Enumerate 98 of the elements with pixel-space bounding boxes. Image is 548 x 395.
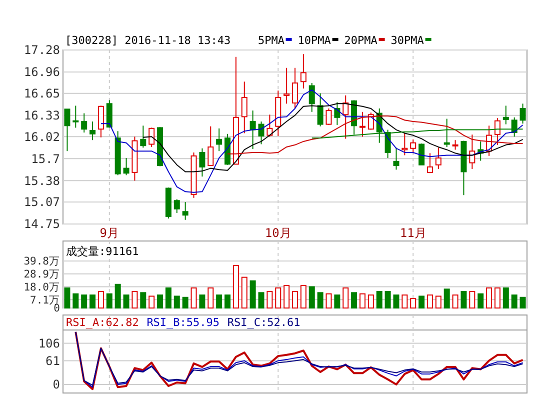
candlestick <box>72 105 79 128</box>
candlestick <box>359 111 366 138</box>
candlestick <box>216 128 222 152</box>
bar <box>199 294 206 308</box>
candlestick <box>368 112 374 130</box>
y-tick-label: 18.0万 <box>24 281 60 294</box>
candlestick <box>502 105 509 125</box>
bar <box>478 293 484 308</box>
candlestick <box>64 108 70 152</box>
bar <box>511 294 518 308</box>
y-tick-label: 16.33 <box>24 108 60 123</box>
bar <box>520 296 526 308</box>
y-tick-label: 16.65 <box>24 86 60 101</box>
y-tick-label: 14.75 <box>24 217 60 232</box>
candlestick <box>292 67 298 109</box>
bar <box>351 292 358 308</box>
y-tick-label: 61 <box>46 354 60 368</box>
bar <box>224 294 231 308</box>
bar <box>418 296 425 308</box>
bar <box>140 292 146 308</box>
bar <box>444 288 450 308</box>
candlestick <box>182 201 188 220</box>
bar <box>123 294 130 308</box>
bar <box>174 296 180 308</box>
line-series <box>142 103 524 172</box>
chart-title: [300228] 2016-11-18 13:43 <box>65 34 231 47</box>
candlestick <box>174 198 180 214</box>
y-tick-label: 16.02 <box>24 130 60 144</box>
candlestick <box>148 127 155 148</box>
candlestick <box>98 105 104 138</box>
candlestick <box>208 126 214 166</box>
bar <box>64 287 70 308</box>
candlestick <box>494 118 500 146</box>
candlestick <box>452 140 458 150</box>
bar <box>106 293 112 308</box>
legend-label: 10PMA <box>298 34 332 47</box>
bar <box>114 284 121 308</box>
y-tick-label: 15.07 <box>24 195 60 210</box>
legend-label: 5PMA <box>258 34 285 47</box>
candlestick <box>258 121 264 145</box>
legend-label: 30PMA <box>390 34 424 47</box>
bar <box>258 292 264 308</box>
candlestick <box>393 147 400 170</box>
candlestick <box>469 134 476 170</box>
text: RSI_B:55.95 <box>146 316 220 329</box>
candlestick <box>106 100 112 128</box>
bar <box>502 287 509 308</box>
bar <box>334 294 340 308</box>
bar <box>90 294 96 308</box>
text: 成交量:91161 <box>66 245 139 258</box>
y-tick-label: 15.38 <box>24 174 60 188</box>
bar <box>216 294 222 308</box>
candlestick <box>308 82 315 112</box>
candlestick <box>317 92 324 127</box>
bar <box>81 294 88 308</box>
bar <box>460 290 467 308</box>
bar <box>308 286 315 308</box>
y-tick-label: 17.28 <box>24 43 60 58</box>
x-tick-label: 10月 <box>264 226 292 240</box>
bar <box>250 280 256 308</box>
candlestick <box>199 148 206 178</box>
bar <box>182 296 188 308</box>
y-tick-label: 15.7 <box>31 152 60 166</box>
x-tick-label: 11月 <box>400 226 426 240</box>
candlestick <box>140 125 146 148</box>
y-tick-label: 106 <box>38 336 60 350</box>
bar <box>165 287 172 308</box>
y-tick-label: 28.9万 <box>24 268 60 281</box>
candlestick <box>334 102 340 126</box>
y-tick-label: 0 <box>52 378 60 392</box>
candlestick <box>241 81 248 134</box>
candlestick <box>81 112 88 134</box>
candlestick <box>342 94 349 140</box>
candlestick <box>284 67 290 104</box>
legend-label: 20PMA <box>344 34 378 47</box>
candlestick <box>520 103 526 124</box>
bar <box>384 290 391 308</box>
candlestick <box>266 114 273 138</box>
candlestick <box>426 152 433 174</box>
bar <box>393 294 400 308</box>
bar <box>157 294 164 308</box>
candlestick <box>410 138 416 154</box>
series-label: RSI_A:62.82 <box>66 316 139 329</box>
candlestick <box>250 110 256 150</box>
bar <box>72 293 79 308</box>
candlestick <box>326 108 332 126</box>
candlestick <box>300 54 306 90</box>
candlestick <box>435 147 442 170</box>
candlestick <box>402 132 408 156</box>
candlestick <box>123 157 130 176</box>
y-tick-label: 16.96 <box>24 65 60 80</box>
text: RSI_C:52.61 <box>227 316 300 329</box>
bar <box>376 290 382 308</box>
candlestick <box>90 121 96 141</box>
x-tick-label: 9月 <box>100 226 120 240</box>
candlestick <box>418 143 425 166</box>
y-tick-label: 39.8万 <box>24 256 60 268</box>
bar <box>317 292 324 308</box>
